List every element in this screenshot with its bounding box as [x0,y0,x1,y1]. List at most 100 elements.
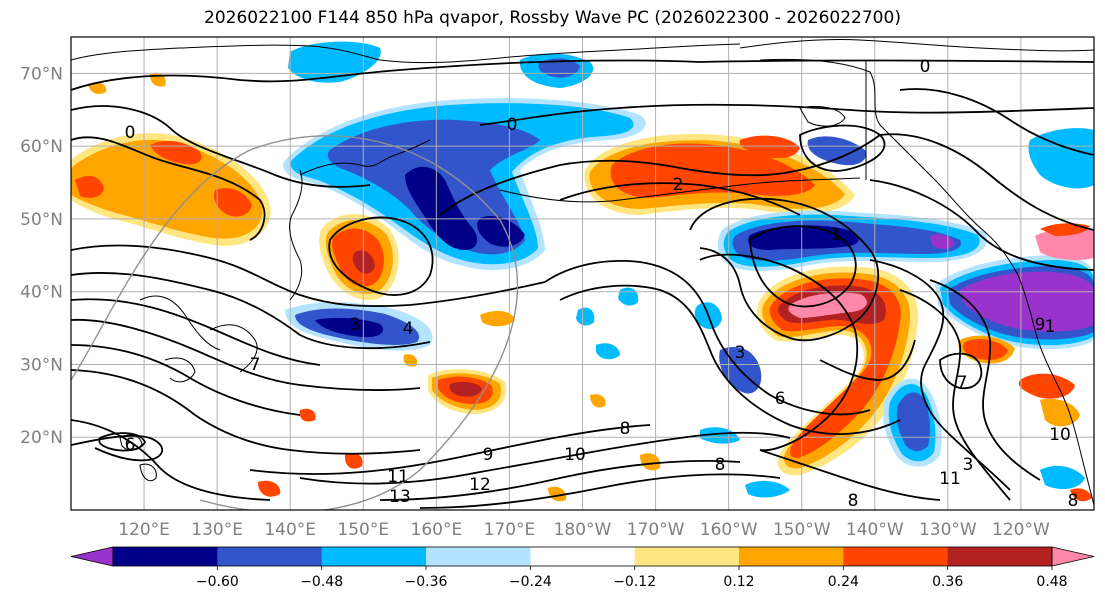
colorbar: −0.60 −0.48 −0.36 −0.24 −0.12 0.12 0.24 0.36 0.4… [70,546,1095,590]
shade-negative [288,41,381,83]
contour-label: 13 [389,487,411,507]
colorbar-segment [530,547,636,566]
colorbar-outline [112,546,1053,567]
lon-tick-label: 140°E [264,520,316,540]
contour-line [479,103,1094,126]
contour-label: 0 [920,57,931,77]
shade-negative [1028,128,1094,189]
shade-positive [71,139,263,239]
coastline [139,463,157,482]
contour-line [71,419,271,501]
shade-positive [610,143,815,198]
colorbar-segment [113,547,218,566]
shade-negative [477,215,525,247]
shade-positive [1040,398,1080,427]
contour-label: 9 [1035,315,1046,335]
coastline [71,43,741,64]
contour-label: 8 [1068,491,1079,511]
contour-line [759,449,941,501]
coastline [799,105,846,127]
shade-positive [1018,373,1075,399]
contour-label: 10 [1049,425,1071,445]
contour-line [249,424,651,475]
colorbar-segment [947,547,1053,566]
contour-line [71,369,421,455]
lat-tick-label: 40°N [20,283,63,303]
lat-tick-label: 20°N [20,428,63,448]
colorbar-tick-label: 0.48 [1036,574,1067,590]
coastline [934,179,1061,391]
colorbar-extend-min [70,546,114,567]
shade-negative [576,307,595,326]
shade-positive [403,354,418,367]
contour-line [71,435,164,462]
contour-line [939,352,983,390]
contour-label: 6 [125,435,136,455]
contour-line [71,344,301,416]
contour-line [559,182,801,216]
contour-line [699,253,859,452]
shade-negative [896,392,931,452]
shade-negative [745,480,790,498]
contour-line [439,134,881,216]
colorbar-segment [321,547,427,566]
coastlines [71,38,1094,506]
contour-label: 7 [957,373,968,393]
lat-tick-label: 30°N [20,355,63,375]
contour-label: 8 [848,491,859,511]
lon-tick-label: 150°E [337,520,389,540]
contour-line [819,339,916,381]
shade-positive [788,292,867,318]
pc-contours [71,59,1094,509]
shade-negative [1040,465,1085,490]
shade-negative [596,343,620,360]
colorbar-tick-label: −0.60 [196,574,239,590]
coastline [299,139,431,176]
contour-line [689,197,880,342]
colorbar-tick-label: 0.36 [932,574,963,590]
shade-positive [480,310,515,327]
contour-label: 7 [250,355,261,375]
shade-positive [352,250,375,274]
shade-positive [344,453,363,469]
contour-line [899,289,1011,501]
colorbar-extend-max [1051,546,1095,567]
contour-label: 2 [673,175,684,195]
lon-tick-label: 140°W [846,520,904,540]
coastline [499,177,861,203]
shade-positive [548,486,567,502]
shade-negative [700,427,740,444]
graticule [71,37,1094,510]
contour-label: 9 [483,445,494,465]
shade-negative [315,317,384,338]
contour-label: 8 [620,419,631,439]
contour-line [299,431,791,485]
shade-negative [618,287,639,306]
lat-tick-label: 60°N [20,137,63,157]
shade-positive [963,338,1008,360]
contour-line [749,225,857,308]
colorbar-tick-label: −0.24 [509,574,552,590]
shade-positive [214,188,252,217]
lon-tick-label: 120°W [992,520,1050,540]
shade-positive [1070,488,1092,502]
contour-line [328,216,434,296]
lon-tick-label: 130°W [919,520,977,540]
shade-positive [75,175,104,198]
contour-label: 0 [125,123,136,143]
contour-label: 1 [1045,317,1056,337]
shade-negative [807,136,866,166]
contour-label: 3 [735,343,746,363]
shade-positive [449,381,482,397]
lon-tick-label: 150°W [773,520,831,540]
lat-tick-label: 50°N [20,210,63,230]
colorbar-segment [217,547,323,566]
shade-positive [299,408,316,422]
figure-title: 2026022100 F144 850 hPa qvapor, Rossby W… [204,8,901,28]
lon-tick-label: 160°W [700,520,758,540]
contour-line [71,136,266,241]
coastline [209,324,258,373]
contour-label: 11 [387,467,409,487]
